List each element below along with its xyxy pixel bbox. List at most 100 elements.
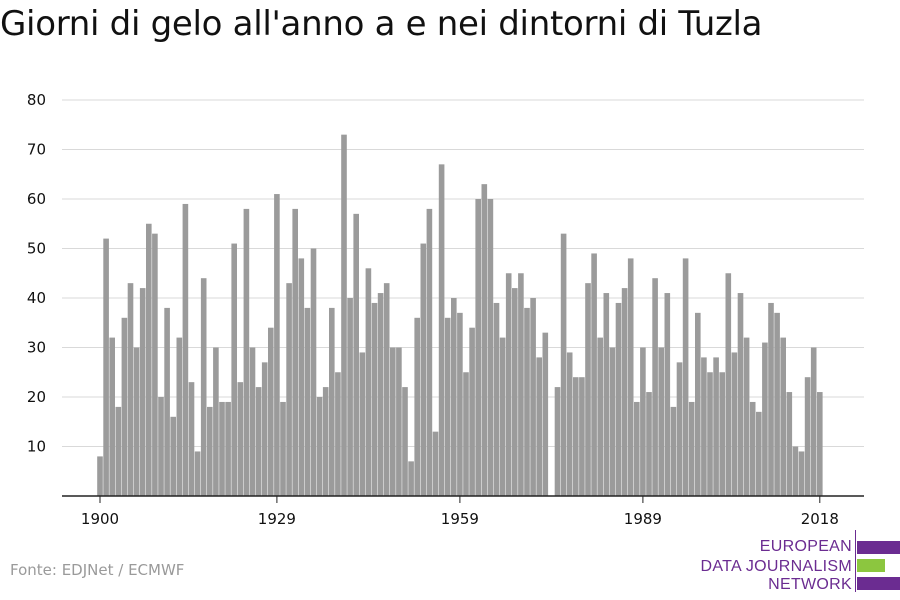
bar-1943 <box>359 352 366 496</box>
bar-1963 <box>481 184 488 496</box>
y-tick-label-20: 20 <box>27 388 46 406</box>
bar-1934 <box>304 307 311 496</box>
y-tick-label-30: 30 <box>27 339 46 357</box>
bar-1920 <box>219 401 225 496</box>
bar-1906 <box>133 347 140 496</box>
bar-1927 <box>261 362 268 496</box>
bar-2000 <box>707 372 713 496</box>
y-tick-label-80: 80 <box>27 91 46 109</box>
bar-1960 <box>463 372 469 496</box>
bar-1954 <box>426 208 433 496</box>
bar-1957 <box>444 317 451 496</box>
bar-1924 <box>243 208 250 496</box>
bar-2002 <box>719 372 725 496</box>
bar-1945 <box>371 302 378 496</box>
source-text: Fonte: EDJNet / ECMWF <box>10 561 185 579</box>
x-tick-label-1989: 1989 <box>624 510 662 528</box>
bar-1998 <box>695 312 701 496</box>
bar-2008 <box>756 411 762 496</box>
bar-1959 <box>457 312 463 496</box>
logo-text-line-1: EUROPEAN <box>759 538 852 555</box>
bar-1925 <box>249 347 256 496</box>
x-tick-label-1959: 1959 <box>441 510 479 528</box>
bar-1918 <box>207 406 213 496</box>
bar-1955 <box>432 431 439 496</box>
bar-1988 <box>634 401 640 496</box>
logo-divider <box>855 530 856 592</box>
x-tick-label-1929: 1929 <box>258 510 296 528</box>
logo-text-line-3: NETWORK <box>768 576 852 593</box>
bar-1935 <box>310 248 317 496</box>
bar-1942 <box>353 213 359 496</box>
bar-1941 <box>347 298 353 496</box>
bar-1949 <box>396 347 402 496</box>
bar-1948 <box>390 347 396 496</box>
grid-lines <box>62 99 864 447</box>
bar-1909 <box>152 233 158 496</box>
bar-1996 <box>682 258 689 496</box>
bar-1912 <box>170 416 176 496</box>
bar-1984 <box>609 347 616 496</box>
y-tick-label-50: 50 <box>27 240 46 258</box>
bar-1939 <box>335 372 341 496</box>
bar-1911 <box>164 307 170 496</box>
x-tick-label-2018: 2018 <box>801 510 839 528</box>
bar-1992 <box>658 347 664 496</box>
bar-1969 <box>518 273 524 496</box>
bar-2010 <box>768 302 774 496</box>
bar-1921 <box>225 401 231 496</box>
bar-1940 <box>341 134 347 496</box>
bar-1967 <box>505 273 512 496</box>
bar-2005 <box>737 293 744 496</box>
bar-2011 <box>774 312 780 496</box>
bar-1973 <box>542 332 549 496</box>
bar-1938 <box>329 307 335 496</box>
bar-1944 <box>365 268 372 496</box>
bar-2009 <box>762 342 768 496</box>
bar-2016 <box>804 377 811 496</box>
bar-1961 <box>469 327 475 496</box>
bar-1928 <box>268 327 274 496</box>
logo-bar-purple-top <box>857 541 900 554</box>
bar-1907 <box>139 288 146 496</box>
bar-1995 <box>676 362 683 496</box>
bar-1964 <box>487 199 494 496</box>
bar-2013 <box>786 392 793 496</box>
bar-2004 <box>731 352 738 496</box>
bar-1922 <box>231 243 237 496</box>
bar-1972 <box>536 357 542 496</box>
bar-2007 <box>749 401 756 496</box>
y-tick-label-40: 40 <box>27 289 46 307</box>
bar-1982 <box>597 337 603 496</box>
bar-1916 <box>194 451 201 496</box>
bar-1975 <box>554 387 561 496</box>
bar-1951 <box>408 461 414 496</box>
bar-1970 <box>524 307 530 496</box>
bar-1952 <box>414 317 420 496</box>
bar-1981 <box>591 253 597 496</box>
bar-1980 <box>585 283 591 496</box>
bar-1929 <box>274 194 280 497</box>
bar-1932 <box>292 208 298 496</box>
x-tick-label-1900: 1900 <box>81 510 119 528</box>
bar-1919 <box>213 347 219 496</box>
bar-1999 <box>701 357 707 496</box>
y-tick-label-10: 10 <box>27 438 46 456</box>
bar-1968 <box>512 288 518 496</box>
bar-1958 <box>451 298 457 496</box>
bar-1903 <box>115 406 122 496</box>
bar-1914 <box>182 203 189 496</box>
bar-1947 <box>383 283 390 496</box>
bar-1962 <box>475 199 481 496</box>
bar-1985 <box>615 302 622 496</box>
logo-text-line-2: DATA JOURNALISM <box>700 558 852 575</box>
bar-1977 <box>566 352 573 496</box>
bar-1904 <box>121 317 128 496</box>
bar-1971 <box>530 298 536 496</box>
y-tick-label-60: 60 <box>27 190 46 208</box>
bar-1987 <box>627 258 634 496</box>
bar-1915 <box>188 382 195 496</box>
bar-1930 <box>280 401 286 496</box>
bar-1946 <box>377 293 384 496</box>
bar-1956 <box>438 164 445 496</box>
